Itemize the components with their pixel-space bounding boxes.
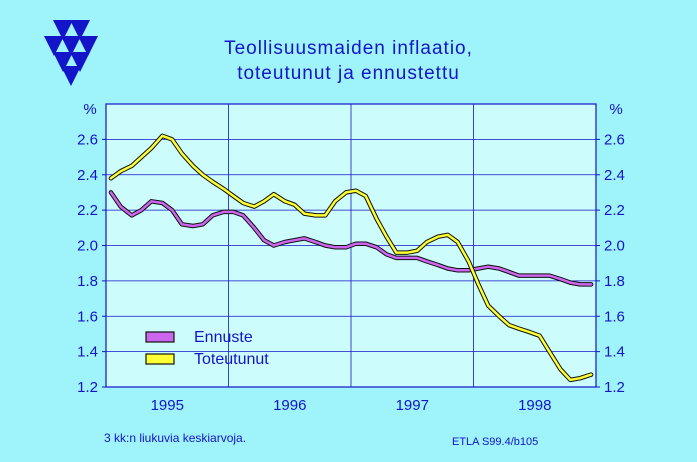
legend-swatch-ennuste (146, 332, 174, 342)
y-tick-label-right: 1.8 (604, 273, 625, 290)
y-tick-label-left: 2.4 (77, 167, 98, 184)
x-tick-label: 1998 (518, 397, 551, 414)
x-tick-label: 1997 (396, 397, 429, 414)
y-tick-label-right: 1.6 (604, 308, 625, 325)
y-tick-label-left: 2.6 (77, 131, 98, 148)
y-tick-label-right: 2.6 (604, 131, 625, 148)
y-tick-label-left: 1.6 (77, 308, 98, 325)
legend-swatch-toteutunut (146, 354, 174, 364)
footnote-moving-average: 3 kk:n liukuvia keskiarvoja. (104, 431, 246, 445)
y-tick-label-right: 1.4 (604, 344, 625, 361)
y-tick-label-right: 2.4 (604, 167, 625, 184)
legend-label-ennuste: Ennuste (194, 329, 253, 346)
logo-triangle (61, 66, 81, 86)
y-tick-label-left: 1.2 (77, 379, 98, 396)
y-axis-unit-left: % (83, 101, 96, 118)
legend-label-toteutunut: Toteutunut (194, 351, 269, 368)
y-tick-label-left: 1.8 (77, 273, 98, 290)
y-tick-label-right: 1.2 (604, 379, 625, 396)
y-tick-label-right: 2.0 (604, 238, 625, 255)
y-tick-label-right: 2.2 (604, 202, 625, 219)
y-axis-unit-right: % (609, 101, 622, 118)
y-tick-label-left: 1.4 (77, 344, 98, 361)
footnote-source: ETLA S99.4/b105 (452, 436, 538, 448)
x-tick-label: 1996 (273, 397, 306, 414)
y-tick-label-left: 2.2 (77, 202, 98, 219)
x-tick-label: 1995 (151, 397, 184, 414)
y-tick-label-left: 2.0 (77, 238, 98, 255)
